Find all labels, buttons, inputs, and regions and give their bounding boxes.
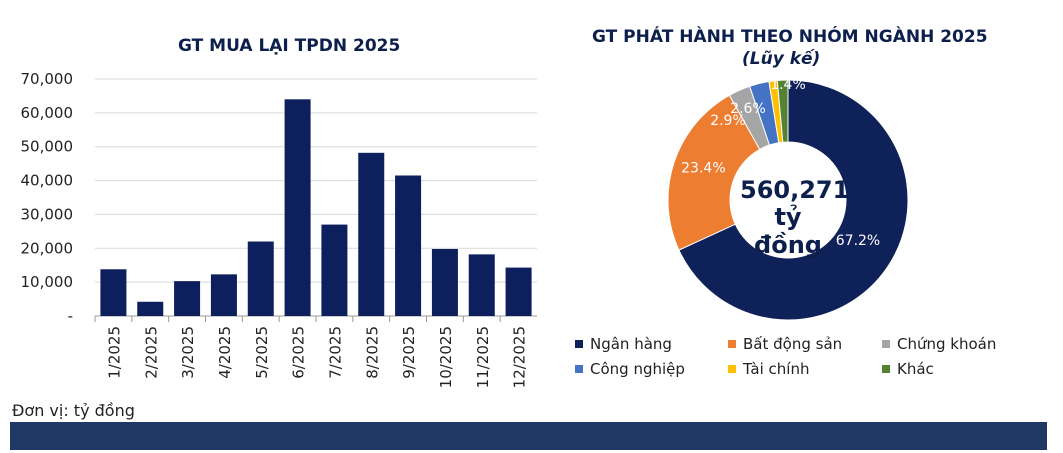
pie-center-unit: tỷ đồng [754,203,822,259]
bar-1/2025 [100,269,127,316]
y-tick-label: - [68,307,73,325]
x-tick-label: 1/2025 [105,326,123,379]
legend-swatch [575,365,583,373]
legend-item: Tài chính [728,360,809,378]
pie-chart-title: GT PHÁT HÀNH THEO NHÓM NGÀNH 2025 [592,27,988,47]
y-tick-label: 20,000 [21,239,74,257]
bar-chart-title: GT MUA LẠI TPDN 2025 [178,36,401,56]
x-tick-label: 4/2025 [216,326,234,379]
legend-item: Công nghiệp [575,360,685,378]
slice-Bất động sản [667,94,761,251]
bar-2/2025 [137,301,164,316]
slice-label: 1.4% [770,77,806,93]
legend-swatch [882,340,890,348]
bar-12/2025 [505,267,532,316]
legend-swatch [728,365,736,373]
bar-7/2025 [321,224,348,316]
slice-label: 2.6% [730,101,766,117]
x-tick-label: 5/2025 [253,326,271,379]
y-tick-label: 60,000 [21,104,74,122]
bar-10/2025 [431,248,458,316]
pie-chart-subtitle: (Lũy kế) [742,49,821,69]
footer-band [10,422,1047,450]
legend-item: Ngân hàng [575,335,672,353]
slice-Khác [776,79,789,143]
legend-swatch [575,340,583,348]
slice-label: 23.4% [681,160,725,176]
x-tick-label: 3/2025 [179,326,197,379]
x-tick-label: 7/2025 [326,326,344,379]
bar-4/2025 [210,274,237,316]
legend-swatch [728,340,736,348]
x-tick-label: 10/2025 [437,326,455,388]
unit-note: Đơn vị: tỷ đồng [12,401,135,420]
slice-label: 2.9% [710,113,746,129]
legend-label: Tài chính [743,360,810,378]
x-tick-label: 8/2025 [363,326,381,379]
legend-label: Bất động sản [743,335,843,353]
legend-label: Ngân hàng [590,335,672,353]
bar-6/2025 [284,99,311,316]
legend-label: Khác [897,360,934,378]
legend-label: Công nghiệp [590,360,685,378]
y-tick-label: 70,000 [21,70,74,88]
pie-center-value: 560,271 [740,176,850,204]
y-tick-label: 30,000 [21,205,74,223]
y-tick-label: 40,000 [21,172,74,190]
donut-hole [731,143,845,257]
legend-item: Khác [882,360,934,378]
bar-3/2025 [174,281,201,316]
x-tick-label: 11/2025 [474,326,492,388]
bar-9/2025 [395,175,422,316]
legend-item: Bất động sản [728,335,842,353]
x-tick-label: 9/2025 [400,326,418,379]
y-tick-label: 50,000 [21,138,74,156]
x-tick-label: 2/2025 [142,326,160,379]
slice-label: 67.2% [836,233,880,249]
bar-5/2025 [247,241,274,316]
slice-Ngân hàng [678,79,909,321]
legend-label: Chứng khoán [897,335,997,353]
x-tick-label: 6/2025 [290,326,308,379]
x-tick-label: 12/2025 [511,326,529,388]
legend-item: Chứng khoán [882,335,996,353]
legend-swatch [882,365,890,373]
y-tick-label: 10,000 [21,273,74,291]
bar-8/2025 [358,152,385,316]
bar-11/2025 [468,254,495,316]
